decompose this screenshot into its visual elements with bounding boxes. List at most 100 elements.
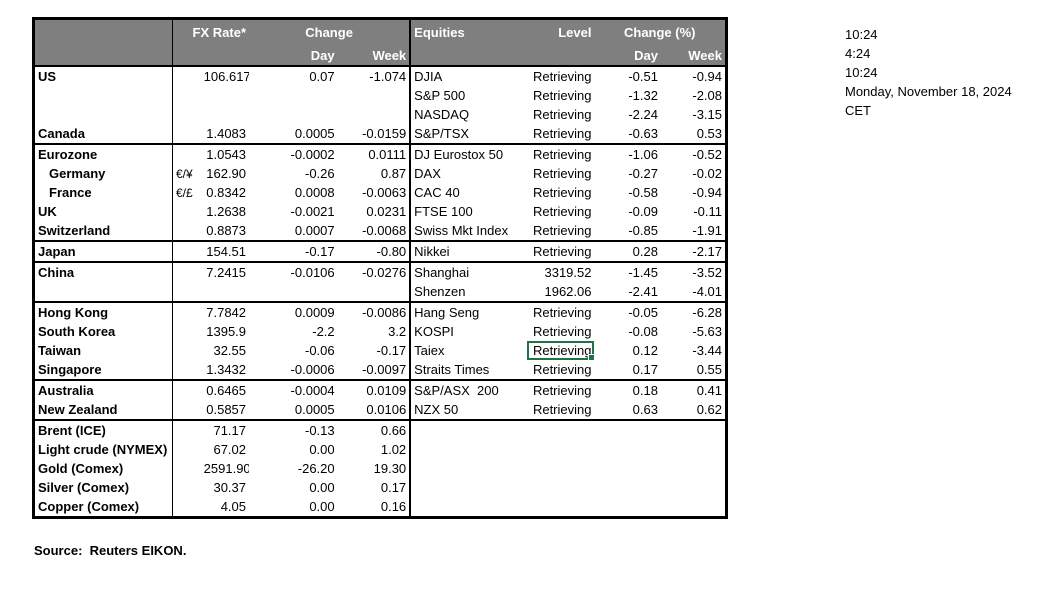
eq-day-cell[interactable]: 0.63 bbox=[632, 402, 658, 417]
fx-rate-cell[interactable]: 67.02 bbox=[213, 442, 247, 457]
equity-name-cell[interactable]: DJ Eurostox 50 bbox=[409, 143, 527, 164]
fx-week-cell[interactable]: 19.30 bbox=[373, 461, 407, 476]
country-cell[interactable]: Germany bbox=[49, 166, 106, 181]
eq-week-cell[interactable]: -3.15 bbox=[692, 107, 722, 122]
fx-rate-cell[interactable]: 1.4083 bbox=[206, 126, 247, 141]
fx-day-cell[interactable] bbox=[249, 105, 338, 124]
eq-week-cell[interactable]: -0.94 bbox=[692, 185, 722, 200]
fx-day-cell[interactable]: -0.17 bbox=[249, 240, 338, 262]
equity-name-cell[interactable]: Taiex bbox=[409, 341, 527, 360]
eq-day-cell[interactable]: -1.06 bbox=[594, 143, 661, 164]
header-fx-day[interactable]: Day bbox=[249, 45, 338, 67]
eq-day-cell[interactable]: -2.41 bbox=[628, 284, 658, 299]
pair-cell[interactable] bbox=[171, 202, 201, 221]
level-cell[interactable]: Retrieving bbox=[532, 402, 592, 417]
header-blank-cell[interactable] bbox=[527, 45, 595, 67]
level-cell[interactable]: Retrieving bbox=[527, 301, 595, 322]
fx-rate-cell[interactable]: 7.2415 bbox=[200, 261, 250, 282]
pair-cell[interactable] bbox=[171, 459, 201, 478]
header-blank-cell[interactable] bbox=[171, 45, 250, 67]
fx-rate-cell[interactable]: 0.8873 bbox=[206, 223, 247, 238]
eq-day-cell[interactable]: 0.18 bbox=[594, 379, 661, 400]
eq-day-cell[interactable]: 0.28 bbox=[594, 240, 661, 262]
header-fx-change[interactable]: Change bbox=[305, 25, 353, 40]
pair-cell[interactable] bbox=[171, 341, 201, 360]
fx-week-cell[interactable]: 0.0231 bbox=[366, 204, 407, 219]
fx-week-cell[interactable]: -0.0086 bbox=[337, 301, 411, 322]
fx-week-cell[interactable]: 0.17 bbox=[380, 480, 407, 495]
country-cell[interactable]: Eurozone bbox=[33, 143, 173, 164]
fx-rate-cell[interactable]: 7.7842 bbox=[200, 301, 250, 322]
equity-name-cell[interactable]: FTSE 100 bbox=[409, 202, 527, 221]
header-equities[interactable]: Equities bbox=[409, 18, 527, 45]
pair-cell[interactable] bbox=[171, 478, 201, 497]
country-cell[interactable]: New Zealand bbox=[38, 402, 118, 417]
fx-rate-cell[interactable]: 154.51 bbox=[200, 240, 250, 262]
equity-name-cell[interactable]: DJIA bbox=[409, 66, 527, 86]
eq-week-cell[interactable]: -0.02 bbox=[692, 166, 722, 181]
eq-day-cell[interactable]: -0.08 bbox=[628, 324, 658, 339]
fx-week-cell[interactable]: 0.87 bbox=[380, 166, 407, 181]
eq-day-cell[interactable] bbox=[594, 440, 660, 459]
fx-week-cell[interactable]: -0.0068 bbox=[362, 223, 407, 238]
header-blank-cell[interactable] bbox=[34, 19, 173, 46]
eq-day-cell[interactable]: -0.27 bbox=[628, 166, 658, 181]
header-blank-cell[interactable] bbox=[33, 45, 173, 67]
eq-day-cell[interactable]: -0.63 bbox=[628, 126, 658, 141]
fx-day-cell[interactable]: -0.13 bbox=[249, 419, 338, 440]
equity-name-cell[interactable]: NASDAQ bbox=[409, 105, 527, 124]
fx-week-cell[interactable]: 0.66 bbox=[337, 419, 411, 440]
eq-week-cell[interactable]: -4.01 bbox=[692, 284, 722, 299]
fx-day-cell[interactable]: 0.00 bbox=[309, 480, 335, 495]
fx-week-cell[interactable]: -0.0063 bbox=[362, 185, 407, 200]
level-cell[interactable]: Retrieving bbox=[532, 126, 592, 141]
fx-rate-cell[interactable] bbox=[201, 105, 249, 124]
level-cell[interactable] bbox=[527, 419, 595, 440]
level-cell[interactable]: Retrieving bbox=[527, 143, 595, 164]
fx-week-cell[interactable]: -1.074 bbox=[369, 69, 407, 84]
country-cell[interactable]: Hong Kong bbox=[33, 301, 173, 322]
fx-rate-cell[interactable]: 2591.90 bbox=[203, 461, 250, 476]
fx-day-cell[interactable]: 0.0005 bbox=[294, 402, 335, 417]
fx-week-cell[interactable] bbox=[338, 86, 411, 105]
eq-day-cell[interactable]: -0.09 bbox=[628, 204, 658, 219]
level-cell[interactable]: Retrieving bbox=[532, 223, 592, 238]
fx-rate-cell[interactable]: 32.55 bbox=[213, 343, 247, 358]
fx-day-cell[interactable]: -0.26 bbox=[305, 166, 335, 181]
eq-week-cell[interactable]: 0.53 bbox=[696, 126, 722, 141]
country-cell[interactable]: South Korea bbox=[38, 324, 116, 339]
eq-day-cell[interactable]: -0.58 bbox=[628, 185, 658, 200]
pair-cell[interactable]: €/¥ bbox=[171, 164, 201, 183]
header-eq-day[interactable]: Day bbox=[594, 45, 661, 67]
pair-cell[interactable] bbox=[171, 105, 201, 124]
country-cell[interactable]: Taiwan bbox=[38, 343, 82, 358]
country-cell[interactable]: Japan bbox=[33, 240, 173, 262]
eq-day-cell[interactable]: 0.12 bbox=[632, 343, 658, 358]
eq-week-cell[interactable]: -0.94 bbox=[692, 69, 722, 84]
fx-day-cell[interactable]: 0.07 bbox=[309, 69, 335, 84]
eq-day-cell[interactable]: 0.17 bbox=[632, 362, 658, 377]
fx-rate-cell[interactable]: 0.6465 bbox=[200, 379, 250, 400]
fx-day-cell[interactable]: -0.0106 bbox=[249, 261, 338, 282]
equity-name-cell[interactable]: DAX bbox=[409, 164, 527, 183]
equity-name-cell[interactable]: Shanghai bbox=[409, 261, 527, 282]
equity-name-cell[interactable]: Swiss Mkt Index bbox=[409, 221, 527, 241]
level-cell[interactable] bbox=[527, 459, 594, 478]
fill-handle[interactable] bbox=[588, 354, 595, 360]
selected-cell[interactable]: Retrieving bbox=[527, 341, 595, 360]
fx-day-cell[interactable]: -0.0006 bbox=[290, 362, 335, 377]
country-cell[interactable]: Copper (Comex) bbox=[38, 499, 140, 514]
fx-day-cell[interactable]: 0.0009 bbox=[249, 301, 338, 322]
pair-cell[interactable] bbox=[171, 143, 201, 164]
level-cell[interactable]: Retrieving bbox=[532, 324, 592, 339]
level-cell[interactable]: 1962.06 bbox=[544, 284, 592, 299]
fx-week-cell[interactable]: 0.16 bbox=[380, 499, 407, 514]
fx-day-cell[interactable]: 0.0005 bbox=[294, 126, 335, 141]
country-cell[interactable] bbox=[34, 282, 173, 302]
country-cell[interactable]: Light crude (NYMEX) bbox=[38, 442, 168, 457]
country-cell[interactable]: China bbox=[33, 261, 173, 282]
equity-name-cell[interactable]: S&P 500 bbox=[409, 86, 527, 105]
eq-week-cell[interactable]: 0.62 bbox=[696, 402, 722, 417]
pair-cell[interactable] bbox=[171, 379, 201, 400]
fx-week-cell[interactable]: -0.17 bbox=[376, 343, 407, 358]
